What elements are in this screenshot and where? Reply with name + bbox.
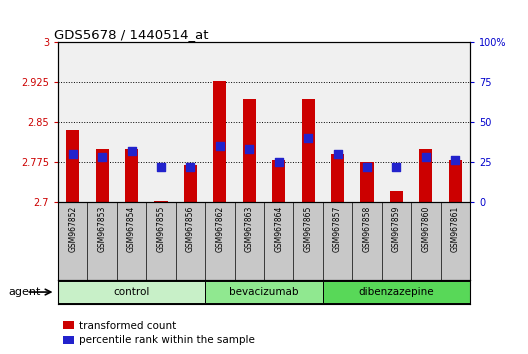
Text: GSM967865: GSM967865	[304, 206, 313, 252]
Point	[215, 143, 224, 149]
Bar	[205, 281, 323, 303]
Point	[451, 158, 459, 163]
Bar	[154, 201, 168, 202]
Bar	[243, 99, 256, 202]
Point	[421, 154, 430, 160]
Text: GSM967863: GSM967863	[245, 206, 254, 252]
Text: GSM967852: GSM967852	[68, 206, 77, 252]
Bar	[360, 162, 374, 202]
Text: GSM967857: GSM967857	[333, 206, 342, 252]
Text: GSM967858: GSM967858	[362, 206, 372, 252]
Bar	[66, 130, 79, 202]
Text: GSM967856: GSM967856	[186, 206, 195, 252]
Bar	[390, 191, 403, 202]
Bar	[96, 149, 109, 202]
Point	[275, 159, 283, 165]
Text: control: control	[114, 287, 150, 297]
Bar	[331, 154, 344, 202]
Point	[245, 147, 253, 152]
Bar	[58, 281, 205, 303]
Point	[304, 135, 313, 141]
Text: GSM967854: GSM967854	[127, 206, 136, 252]
Bar	[272, 160, 285, 202]
Bar	[323, 281, 470, 303]
Text: GSM967855: GSM967855	[156, 206, 166, 252]
Text: GSM967861: GSM967861	[451, 206, 460, 252]
Bar	[184, 165, 197, 202]
Point	[186, 164, 195, 170]
Bar	[213, 81, 227, 202]
Text: GSM967864: GSM967864	[274, 206, 283, 252]
Text: bevacizumab: bevacizumab	[229, 287, 299, 297]
Point	[98, 154, 107, 160]
Point	[157, 164, 165, 170]
Point	[363, 164, 371, 170]
Bar	[449, 160, 462, 202]
Text: dibenzazepine: dibenzazepine	[359, 287, 434, 297]
Text: GDS5678 / 1440514_at: GDS5678 / 1440514_at	[54, 28, 209, 41]
Point	[69, 151, 77, 157]
Legend: transformed count, percentile rank within the sample: transformed count, percentile rank withi…	[63, 321, 255, 345]
Point	[392, 164, 401, 170]
Bar	[301, 99, 315, 202]
Text: GSM967853: GSM967853	[98, 206, 107, 252]
Text: GSM967860: GSM967860	[421, 206, 430, 252]
Point	[127, 148, 136, 154]
Text: GSM967862: GSM967862	[215, 206, 224, 252]
Point	[333, 151, 342, 157]
Bar	[419, 149, 432, 202]
Bar	[125, 149, 138, 202]
Text: agent: agent	[8, 287, 40, 297]
Text: GSM967859: GSM967859	[392, 206, 401, 252]
